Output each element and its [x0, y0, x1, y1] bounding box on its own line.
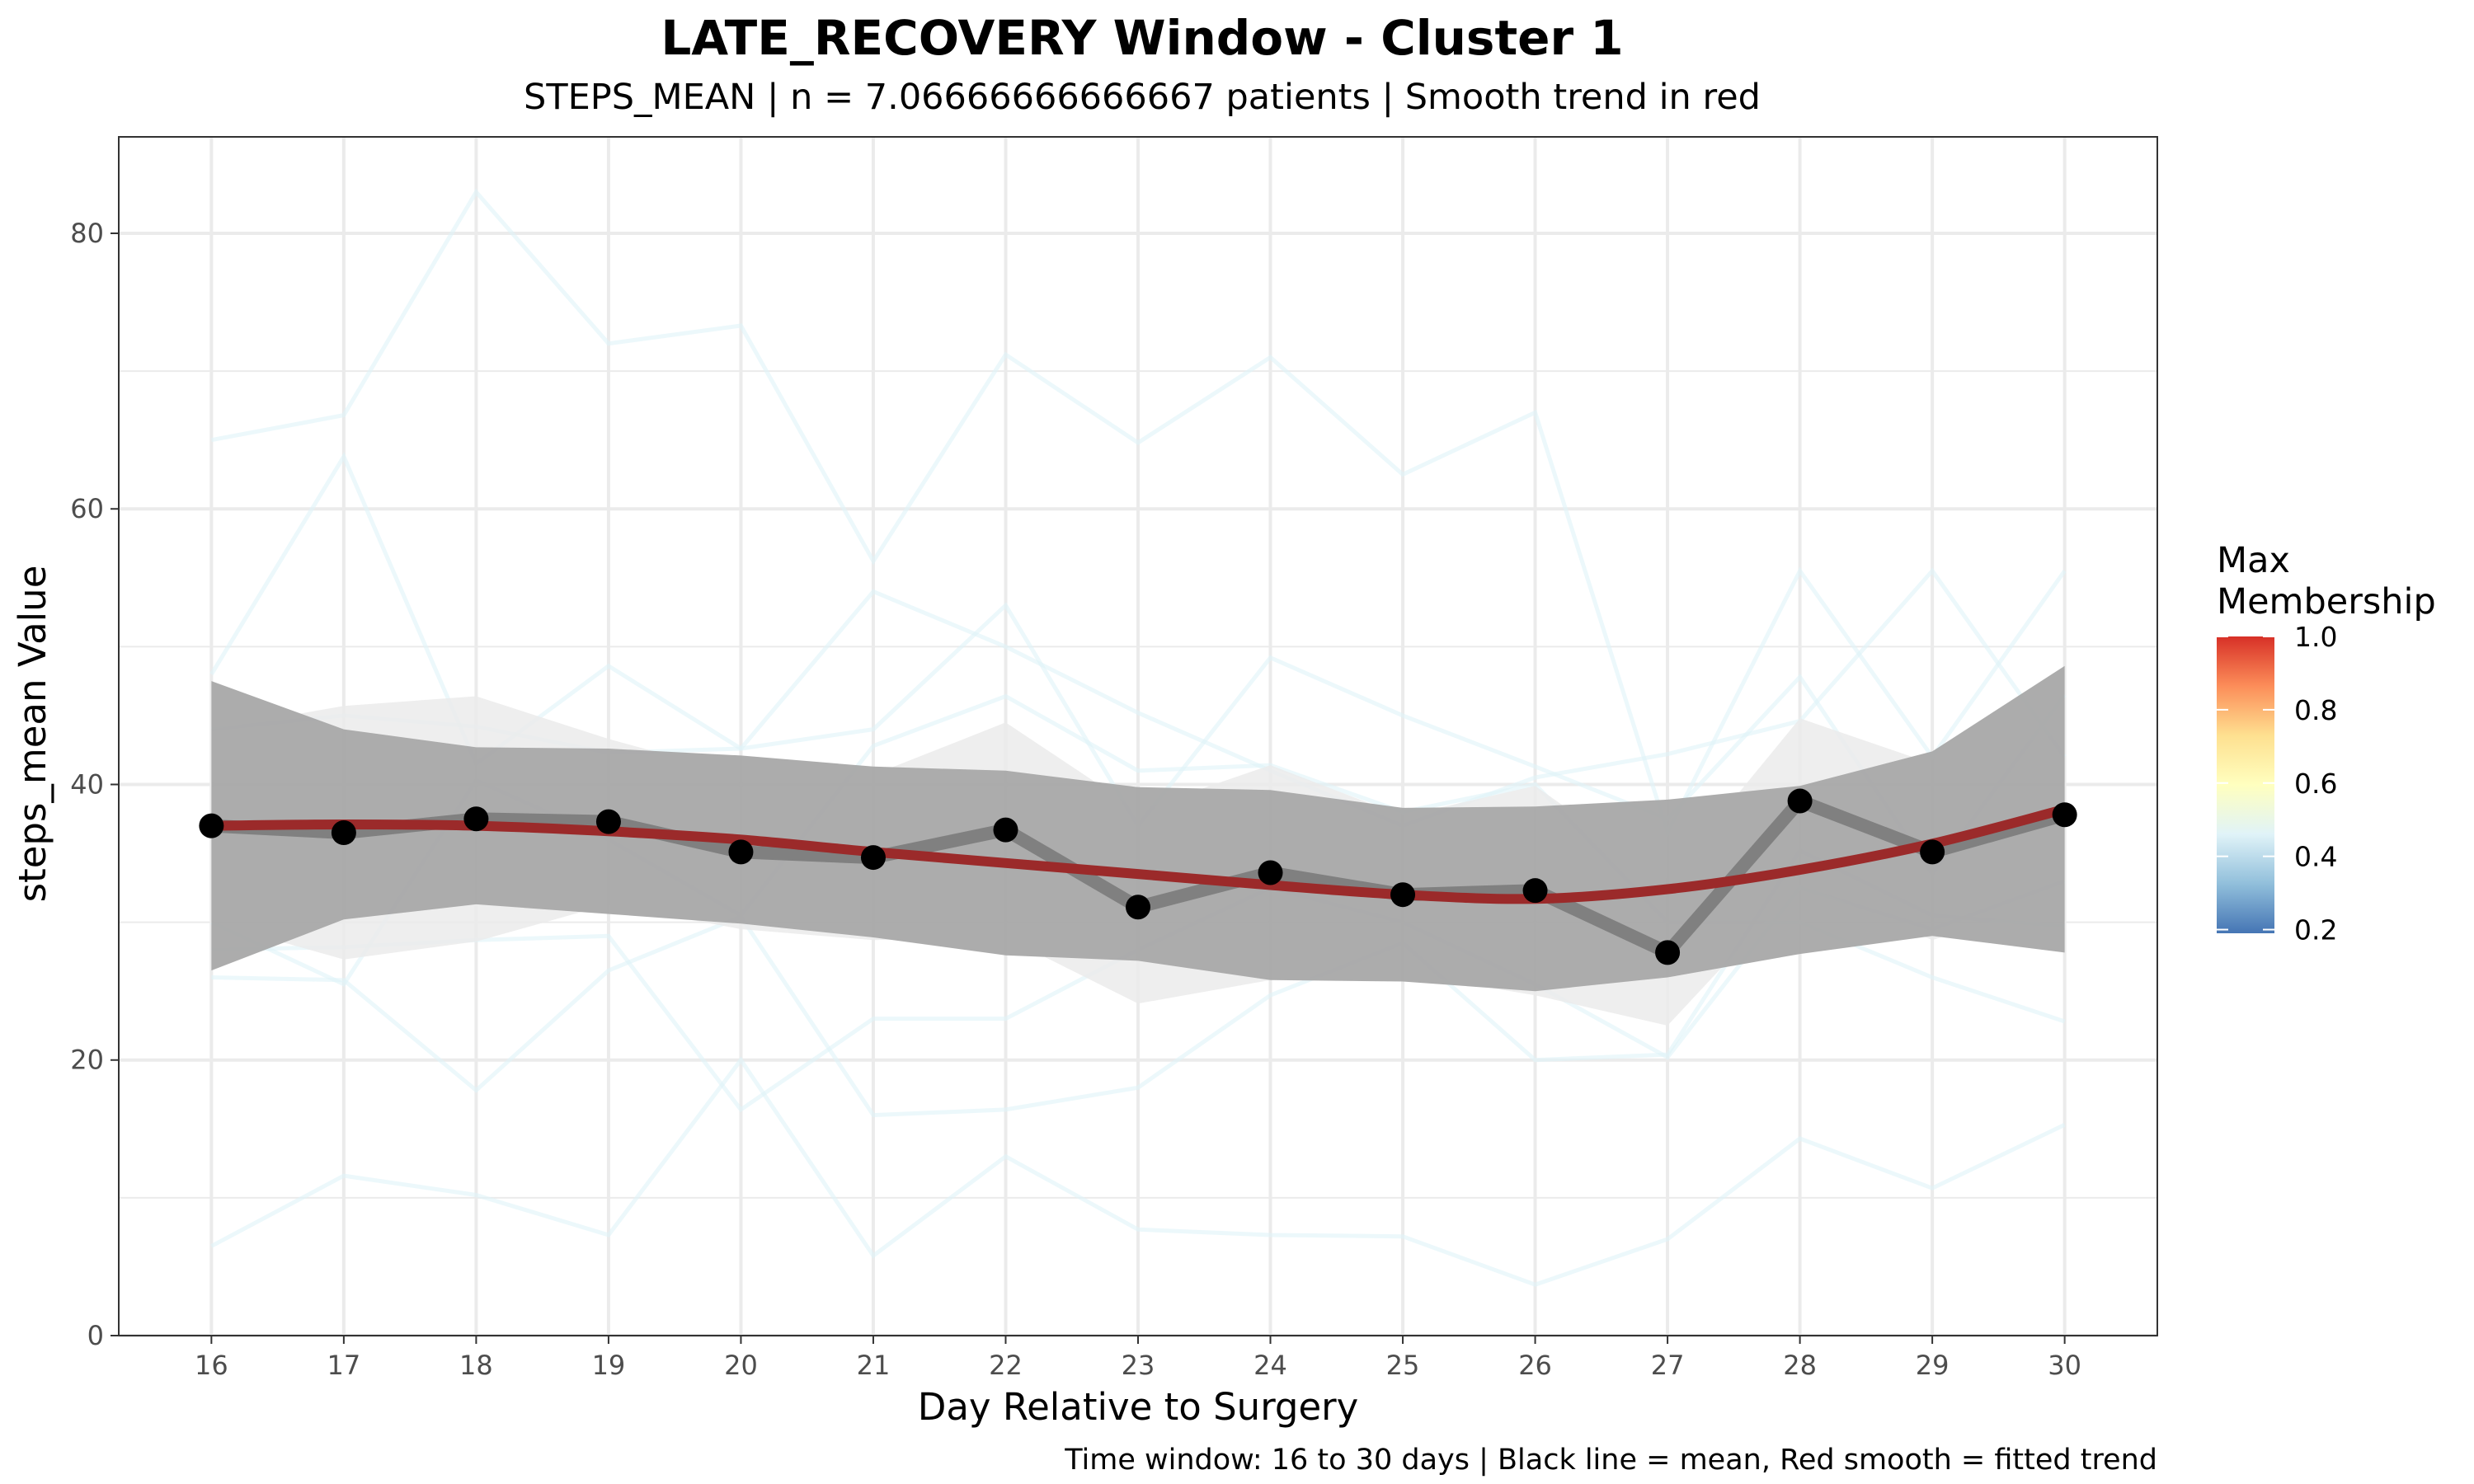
mean-point	[199, 813, 224, 838]
chart-caption: Time window: 16 to 30 days | Black line …	[1064, 1444, 2157, 1477]
mean-point	[1258, 860, 1283, 885]
y-tick-label: 0	[87, 1320, 104, 1351]
x-tick-label: 27	[1651, 1350, 1685, 1381]
mean-point	[1920, 839, 1945, 865]
y-tick-label: 40	[70, 768, 104, 800]
x-tick-label: 25	[1386, 1350, 1420, 1381]
x-axis-title: Day Relative to Surgery	[918, 1385, 1359, 1429]
mean-point	[1522, 878, 1548, 904]
smooth-ribbon	[211, 665, 2065, 992]
mean-point	[860, 845, 886, 871]
x-tick-label: 17	[327, 1350, 361, 1381]
smooth-trend-line	[211, 804, 2067, 904]
patient-line	[210, 188, 2067, 838]
legend-title-line: Membership	[2217, 581, 2436, 622]
legend-tick-label: 0.4	[2294, 841, 2337, 873]
smooth-layer	[211, 804, 2067, 904]
x-tick-label: 26	[1518, 1350, 1552, 1381]
patient-line	[210, 1056, 2066, 1287]
mean-point	[1787, 788, 1813, 814]
x-tick-label: 18	[459, 1350, 493, 1381]
x-tick-label: 19	[592, 1350, 626, 1381]
y-axis: 0 20 40 60 80	[70, 218, 119, 1351]
x-tick-label: 24	[1253, 1350, 1287, 1381]
mean-point	[1655, 940, 1681, 965]
legend-tick-label: 0.8	[2294, 694, 2337, 726]
x-tick-label: 16	[195, 1350, 228, 1381]
mean-point	[331, 819, 356, 845]
legend-title-line: Max	[2217, 540, 2290, 581]
y-tick-label: 20	[70, 1045, 104, 1076]
x-tick-label: 20	[724, 1350, 758, 1381]
mean-point	[463, 806, 489, 832]
legend-colorbar	[2217, 636, 2274, 933]
mean-points	[199, 788, 2077, 965]
y-axis-title: steps_mean Value	[11, 566, 54, 903]
y-tick-label: 80	[70, 218, 104, 249]
legend-title: Max Membership	[2217, 540, 2436, 622]
x-tick-label: 23	[1122, 1350, 1155, 1381]
mean-point	[2052, 802, 2077, 828]
y-tick-label: 60	[70, 493, 104, 524]
mean-point	[1126, 895, 1150, 920]
mean-point	[595, 809, 621, 834]
mean-point	[993, 817, 1018, 843]
legend-tick-label: 0.2	[2294, 914, 2337, 946]
legend-tick-label: 0.6	[2294, 768, 2337, 800]
x-tick-label: 28	[1783, 1350, 1817, 1381]
chart-subtitle: STEPS_MEAN | n = 7.06666666666667 patien…	[524, 77, 1761, 118]
mean-point	[1390, 882, 1416, 908]
legend-ticks: 1.0 0.8 0.6 0.4 0.2	[2217, 621, 2337, 946]
legend-tick-label: 1.0	[2294, 621, 2337, 653]
legend: Max Membership 1.0 0.8 0.6 0.4 0.2	[2217, 540, 2436, 946]
x-tick-label: 30	[2048, 1350, 2081, 1381]
mean-point	[728, 839, 754, 865]
x-tick-label: 22	[989, 1350, 1023, 1381]
grid-lines	[119, 137, 2157, 1337]
x-tick-label: 29	[1916, 1350, 1950, 1381]
x-tick-label: 21	[857, 1350, 891, 1381]
chart-title: LATE_RECOVERY Window - Cluster 1	[661, 10, 1623, 66]
x-axis: 16 17 18 19 20 21 22 23 24 25 26 27 28 29 30	[195, 1336, 2081, 1381]
ribbons	[211, 665, 2065, 1026]
